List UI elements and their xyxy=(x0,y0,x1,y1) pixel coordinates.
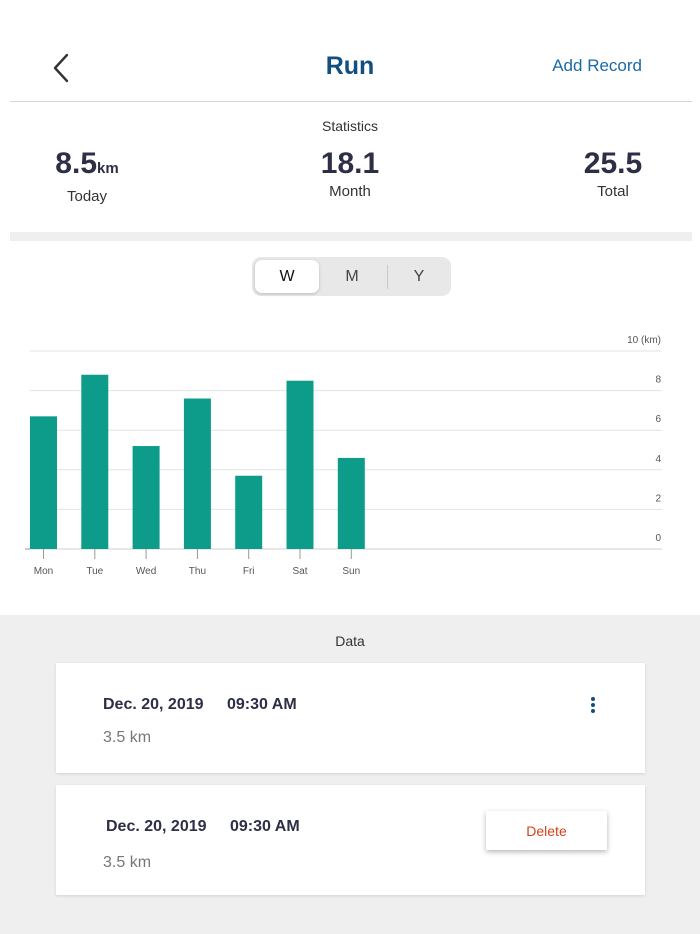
tab-month[interactable]: M xyxy=(345,267,359,285)
bar-fri xyxy=(235,475,263,549)
header: Run Add Record xyxy=(0,0,700,102)
header-divider xyxy=(10,101,692,102)
statistics-label: Statistics xyxy=(321,118,378,134)
stat-today-label: Today xyxy=(66,188,108,205)
x-tick-label: Mon xyxy=(34,566,53,577)
y-tick-label: 0 xyxy=(655,533,661,544)
y-tick-label: 4 xyxy=(655,454,661,465)
y-tick-label: 10 (km) xyxy=(627,335,661,346)
stat-total-label: Total xyxy=(597,183,629,200)
bar-thu xyxy=(183,398,211,549)
record-distance: 3.5 km xyxy=(103,729,152,746)
x-tick-label: Fri xyxy=(243,566,255,577)
page-title: Run xyxy=(325,52,375,80)
record-card[interactable]: Dec. 20, 2019 09:30 AM 3.5 km xyxy=(56,663,645,773)
add-record-button[interactable]: Add Record xyxy=(552,56,642,75)
x-tick-label: Sun xyxy=(342,566,360,577)
x-tick-label: Thu xyxy=(189,566,206,577)
x-tick-label: Wed xyxy=(136,566,156,577)
more-options-icon[interactable] xyxy=(584,693,602,717)
y-tick-label: 6 xyxy=(655,414,661,425)
y-tick-label: 2 xyxy=(655,493,661,504)
stat-today: 8.5km Today xyxy=(42,146,132,205)
stat-month: 18.1 Month xyxy=(305,146,395,200)
segment-divider xyxy=(387,265,388,289)
period-segmented-control: W M Y xyxy=(252,257,451,296)
record-date: Dec. 20, 2019 xyxy=(103,696,204,713)
bar-tue xyxy=(81,374,109,549)
x-tick-label: Tue xyxy=(86,566,103,577)
record-date: Dec. 20, 2019 xyxy=(106,818,207,835)
record-time: 09:30 AM xyxy=(230,818,300,835)
stat-today-value-row: 8.5km xyxy=(42,146,132,187)
stat-total: 25.5 Total xyxy=(568,146,658,200)
stat-today-unit: km xyxy=(97,160,119,177)
tab-week[interactable]: W xyxy=(255,260,319,293)
record-card[interactable]: Dec. 20, 2019 09:30 AM 3.5 km Delete xyxy=(56,785,645,895)
bar-mon xyxy=(30,416,57,549)
bar-sun xyxy=(337,457,365,549)
stat-today-value: 8.5 xyxy=(55,147,98,180)
tab-year[interactable]: Y xyxy=(413,267,425,285)
back-button[interactable] xyxy=(44,48,78,88)
data-section-label: Data xyxy=(335,633,365,649)
record-distance: 3.5 km xyxy=(103,854,152,871)
stat-total-value: 25.5 xyxy=(583,147,643,180)
x-tick-label: Sat xyxy=(292,566,307,577)
weekly-distance-chart: 0 2 4 6 8 10 (km) Mon Tue Wed Thu Fri Sat Sun xyxy=(25,335,662,577)
bar-wed xyxy=(132,446,160,549)
stat-month-value: 18.1 xyxy=(320,147,380,180)
delete-button[interactable]: Delete xyxy=(486,811,607,850)
stat-month-label: Month xyxy=(329,183,371,200)
y-tick-label: 8 xyxy=(655,375,661,386)
section-separator xyxy=(10,232,692,241)
chevron-left-icon xyxy=(53,53,69,83)
bar-sat xyxy=(286,380,314,549)
record-time: 09:30 AM xyxy=(227,696,297,713)
